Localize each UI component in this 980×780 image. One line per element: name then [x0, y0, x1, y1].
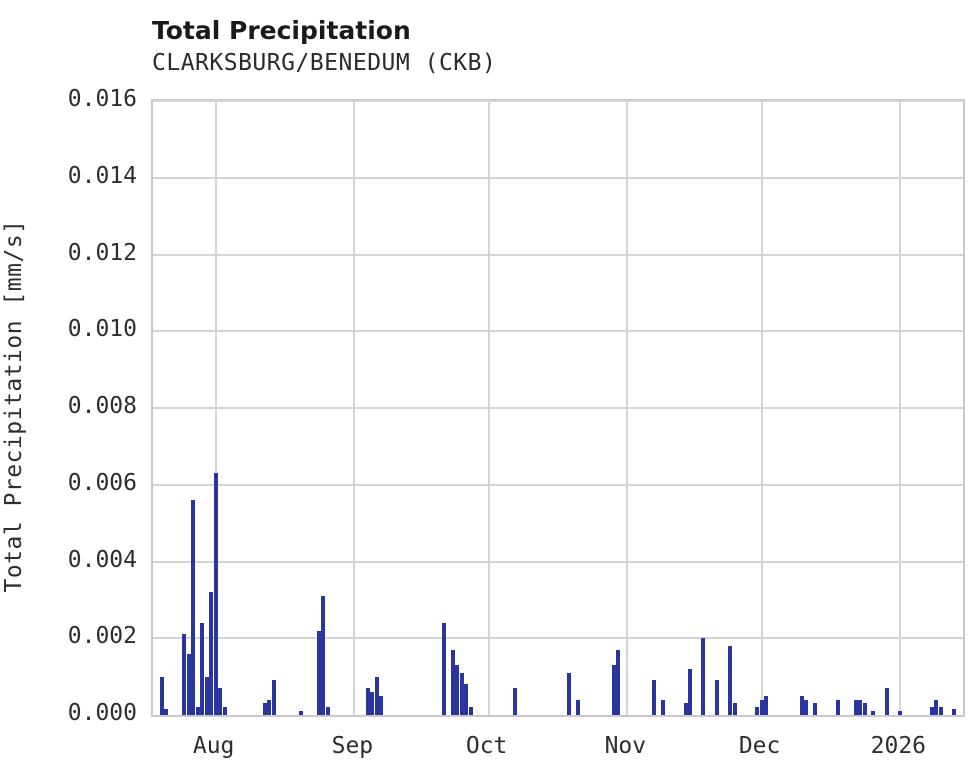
- plot-area: [151, 99, 965, 717]
- precip-bar: [929, 707, 934, 715]
- precip-bar: [853, 699, 858, 715]
- x-tick-label: Dec: [738, 733, 781, 759]
- precip-bar: [513, 688, 518, 715]
- precip-bar: [298, 711, 303, 715]
- v-gridline: [487, 101, 490, 715]
- v-gridline: [353, 101, 356, 715]
- x-tick-label: Nov: [604, 733, 647, 759]
- y-axis-label: Total Precipitation [mm/s]: [1, 219, 27, 593]
- precip-bar: [267, 699, 272, 715]
- precip-bar: [316, 630, 321, 715]
- precip-bar: [567, 672, 572, 715]
- v-gridline: [899, 101, 902, 715]
- h-gridline: [153, 253, 963, 256]
- v-gridline: [760, 101, 763, 715]
- precip-bar: [374, 676, 379, 715]
- precip-bar: [370, 691, 375, 715]
- precip-bar: [262, 703, 267, 715]
- precip-bar: [938, 707, 943, 715]
- precip-bar: [218, 688, 223, 715]
- y-tick-label: 0.012: [67, 239, 137, 266]
- h-gridline: [153, 407, 963, 409]
- precip-bar: [862, 703, 867, 715]
- precip-bar: [204, 676, 209, 715]
- precip-bar: [191, 500, 196, 715]
- precip-bar: [459, 672, 464, 715]
- precip-bar: [441, 622, 446, 715]
- precip-bar: [450, 649, 455, 715]
- y-tick-label: 0.008: [67, 393, 137, 419]
- precip-bar: [611, 665, 616, 715]
- precip-bar: [195, 707, 200, 715]
- precip-bar: [858, 699, 863, 715]
- precip-bar: [652, 680, 657, 715]
- precip-bar: [701, 638, 706, 715]
- precip-bar: [164, 709, 169, 715]
- y-tick-label: 0.000: [67, 700, 137, 726]
- precip-bar: [222, 707, 227, 715]
- precip-bar: [688, 668, 693, 715]
- h-gridline: [153, 176, 963, 179]
- h-gridline: [153, 100, 963, 102]
- precip-bar: [799, 695, 804, 715]
- y-tick-label: 0.002: [67, 623, 137, 650]
- precip-bar: [365, 688, 370, 715]
- y-tick-label: 0.016: [67, 86, 137, 112]
- precip-bar: [714, 680, 719, 715]
- h-gridline: [153, 637, 963, 640]
- precip-bar: [159, 676, 164, 715]
- x-tick-label: 2026: [870, 733, 927, 759]
- precip-bar: [764, 695, 769, 715]
- x-tick-label: Sep: [331, 733, 374, 759]
- precip-bar: [755, 707, 760, 715]
- precip-bar: [884, 688, 889, 715]
- precip-bar: [934, 699, 939, 715]
- y-tick-label: 0.006: [67, 469, 137, 496]
- precip-bar: [468, 707, 473, 715]
- precip-bar: [871, 711, 876, 715]
- precip-bar: [813, 703, 818, 715]
- y-tick-label: 0.010: [67, 316, 137, 343]
- precip-bar: [321, 596, 326, 715]
- v-gridline: [626, 101, 629, 715]
- precip-bar: [759, 699, 764, 715]
- precip-bar: [200, 622, 205, 715]
- h-gridline: [153, 560, 963, 563]
- precip-bar: [804, 699, 809, 715]
- precip-bar: [209, 592, 214, 715]
- precip-bar: [213, 473, 218, 715]
- precip-bar: [325, 707, 330, 715]
- precip-bar: [732, 703, 737, 715]
- y-tick-label: 0.004: [67, 546, 137, 573]
- precip-bar: [898, 711, 903, 715]
- x-tick-label: Aug: [192, 733, 235, 759]
- h-gridline: [153, 483, 963, 486]
- precip-bar: [271, 680, 276, 715]
- chart-subtitle: CLARKSBURG/BENEDUM (CKB): [152, 50, 497, 76]
- precip-bar: [379, 695, 384, 715]
- precip-bar: [683, 703, 688, 715]
- precip-bar: [952, 709, 957, 715]
- precip-bar: [186, 653, 191, 715]
- x-tick-label: Oct: [465, 733, 508, 759]
- precip-bar: [661, 699, 666, 715]
- precip-bar: [576, 699, 581, 715]
- precip-bar: [728, 645, 733, 715]
- chart-title: Total Precipitation: [152, 16, 411, 45]
- v-gridline: [214, 101, 217, 715]
- precip-bar: [835, 699, 840, 715]
- precip-bar: [464, 684, 469, 715]
- h-gridline: [153, 330, 963, 333]
- precip-bar: [182, 634, 187, 715]
- precip-bar: [455, 665, 460, 715]
- y-tick-label: 0.014: [67, 162, 137, 189]
- precip-bar: [616, 649, 621, 715]
